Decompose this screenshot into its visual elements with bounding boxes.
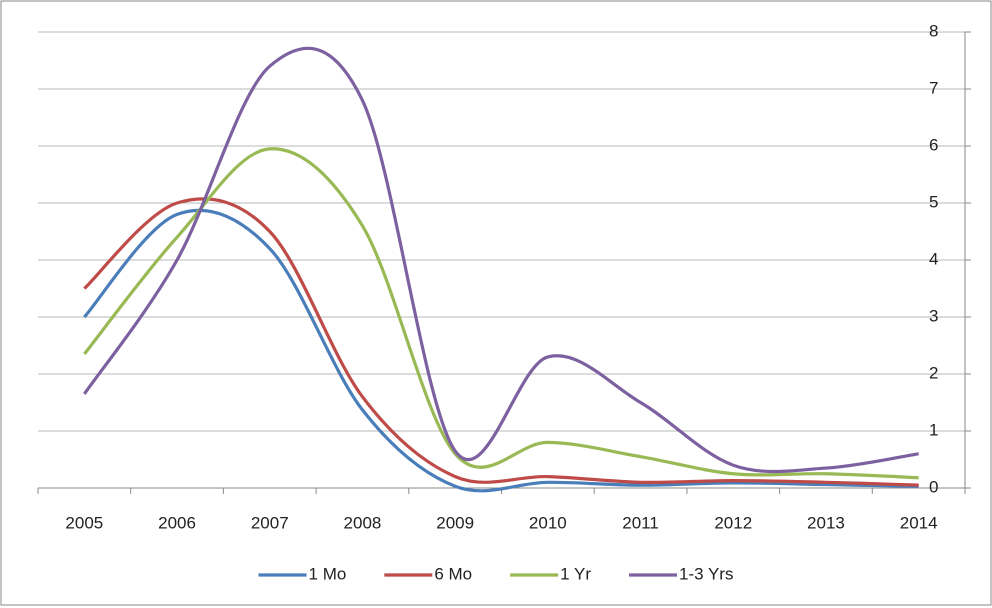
y-tick-label: 3	[929, 306, 938, 325]
x-tick-label: 2012	[714, 513, 752, 532]
x-tick-label: 2008	[344, 513, 382, 532]
x-tick-label: 2006	[158, 513, 196, 532]
x-tick-label: 2007	[251, 513, 289, 532]
legend-label: 1 Mo	[309, 564, 347, 583]
x-tick-label: 2009	[436, 513, 474, 532]
series-line	[83, 147, 919, 480]
y-tick-label: 7	[929, 78, 938, 97]
y-tick-label: 5	[929, 192, 938, 211]
legend-label: 6 Mo	[434, 564, 472, 583]
x-tick-label: 2011	[622, 513, 659, 532]
series-line	[83, 46, 919, 474]
y-tick-label: 8	[929, 21, 938, 40]
x-tick-label: 2014	[900, 513, 938, 532]
y-tick-label: 4	[929, 249, 938, 268]
x-tick-label: 2013	[807, 513, 845, 532]
series-line	[83, 197, 919, 487]
legend-label: 1-3 Yrs	[679, 564, 734, 583]
y-tick-label: 6	[929, 135, 938, 154]
x-tick-label: 2010	[529, 513, 567, 532]
y-tick-label: 0	[929, 477, 938, 496]
y-tick-label: 1	[929, 420, 938, 439]
series-line	[83, 208, 919, 493]
x-tick-label: 2005	[65, 513, 103, 532]
y-tick-label: 2	[929, 363, 938, 382]
legend-label: 1 Yr	[560, 564, 591, 583]
